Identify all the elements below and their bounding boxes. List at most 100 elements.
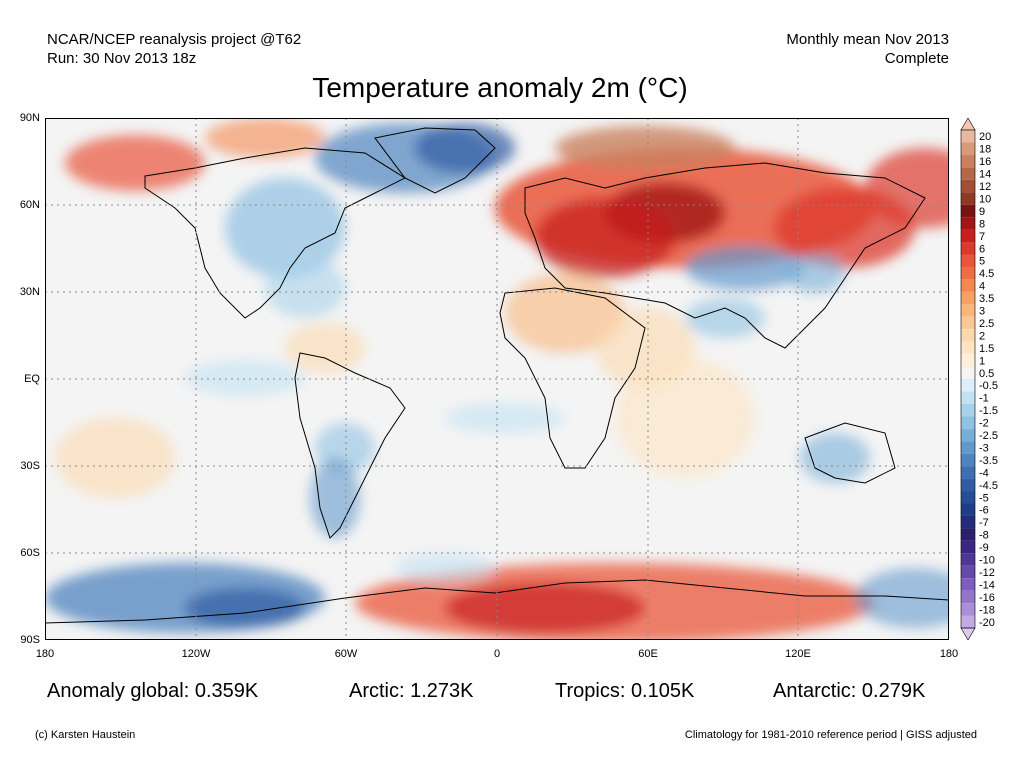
coastlines [45,127,949,624]
legend-swatch [961,130,975,143]
legend-level-label: 5 [979,256,985,268]
legend-level-label: 10 [979,193,991,205]
legend-swatch [961,603,975,616]
lon-label-180w: 180 [35,648,55,660]
status-label: Complete [884,50,949,67]
lat-label-90s: 90S [20,634,40,646]
legend-swatch [961,403,975,417]
tropics-anomaly: Tropics: 0.105K [555,680,695,702]
legend-level-label: 16 [979,156,991,168]
legend-swatch [961,428,975,442]
legend-swatch [961,565,975,579]
legend-level-label: -12 [979,567,995,579]
legend-swatch [961,254,975,267]
lat-label-60s: 60S [20,547,40,559]
legend-level-label: 2 [979,330,985,342]
legend-swatch [961,553,975,566]
legend-swatch [961,515,975,529]
legend-swatch [961,142,975,155]
legend-level-label: -0.5 [979,380,998,392]
legend-swatch [961,379,975,392]
legend-swatch [961,478,975,492]
legend-level-label: 3 [979,306,985,318]
legend-swatch [961,266,975,280]
lat-label-90n: 90N [19,112,40,124]
credit-label: (c) Karsten Haustein [35,729,136,741]
legend-swatch [961,167,975,180]
legend-level-label: -2.5 [979,430,998,442]
legend-level-label: 12 [979,181,991,193]
legend-swatch [961,366,975,379]
run-info: NCAR/NCEP reanalysis project @T62 Run: 3… [47,30,301,68]
legend-level-label: 20 [979,131,991,143]
legend-level-label: -14 [979,579,995,591]
lat-label-eq: EQ [24,373,40,385]
legend-swatch [961,466,975,479]
legend-level-label: -10 [979,555,995,567]
legend-swatch [961,341,975,355]
period-label: Monthly mean Nov 2013 [786,31,949,48]
legend-level-label: -1.5 [979,405,998,417]
lon-label-120e: 120E [785,648,811,660]
period-info: Monthly mean Nov 2013 Complete [786,30,949,68]
legend-level-label: -1 [979,393,989,405]
lat-label-60n: 60N [19,199,40,211]
lon-label-180e: 180 [939,648,959,660]
legend-level-label: -9 [979,542,989,554]
anomaly-map [45,118,949,640]
legend-swatch [961,229,975,243]
legend-swatch [961,329,975,342]
antarctic-anomaly: Antarctic: 0.279K [773,680,926,702]
legend-level-label: -8 [979,530,989,542]
legend-swatch [961,528,975,541]
global-anomaly: Anomaly global: 0.359K [47,680,259,702]
lon-label-120w: 120W [181,648,211,660]
legend-swatch [961,279,975,292]
legend-level-label: -18 [979,604,995,616]
legend-level-label: 2.5 [979,318,994,330]
legend-level-label: -4 [979,467,989,479]
legend-level-label: 14 [979,169,991,181]
lon-label-60w: 60W [334,648,358,660]
color-legend: 201816141210987654.543.532.521.510.5-0.5… [960,118,998,640]
legend-level-label: 8 [979,218,985,230]
legend-level-label: 0.5 [979,368,994,380]
legend-level-label: -7 [979,517,989,529]
run-label: Run: 30 Nov 2013 18z [47,50,197,67]
legend-swatch [961,316,975,330]
gridlines [45,118,949,640]
legend-level-label: 3.5 [979,293,994,305]
anomaly-stats: Anomaly global: 0.359K Arctic: 1.273K Tr… [0,680,1024,706]
legend-level-label: -20 [979,617,995,629]
legend-swatch [961,540,975,554]
legend-level-label: 4 [979,281,985,293]
legend-swatch [961,204,975,218]
legend-level-label: -3 [979,442,989,454]
map-title: Temperature anomaly 2m (°C) [312,72,688,103]
legend-level-label: -2 [979,418,989,430]
legend-level-label: -5 [979,492,989,504]
legend-swatch [961,354,975,367]
legend-level-label: 18 [979,144,991,156]
legend-swatch [961,304,975,317]
legend-level-label: 1.5 [979,343,994,355]
legend-level-label: 1 [979,355,985,367]
legend-swatch [961,291,975,305]
legend-swatch [961,491,975,504]
legend-swatch [961,615,975,628]
lat-label-30s: 30S [20,460,40,472]
legend-swatch [961,441,975,454]
legend-top-arrow [960,118,976,131]
legend-swatch [961,154,975,168]
legend-swatch [961,217,975,230]
legend-swatch [961,192,975,205]
legend-swatch [961,391,975,404]
legend-bottom-arrow [960,627,976,640]
legend-level-label: 7 [979,231,985,243]
lat-label-30n: 30N [19,286,40,298]
arctic-anomaly: Arctic: 1.273K [349,680,474,702]
legend-level-label: -6 [979,505,989,517]
legend-level-label: -4.5 [979,480,998,492]
legend-swatch [961,453,975,467]
legend-swatch [961,590,975,604]
